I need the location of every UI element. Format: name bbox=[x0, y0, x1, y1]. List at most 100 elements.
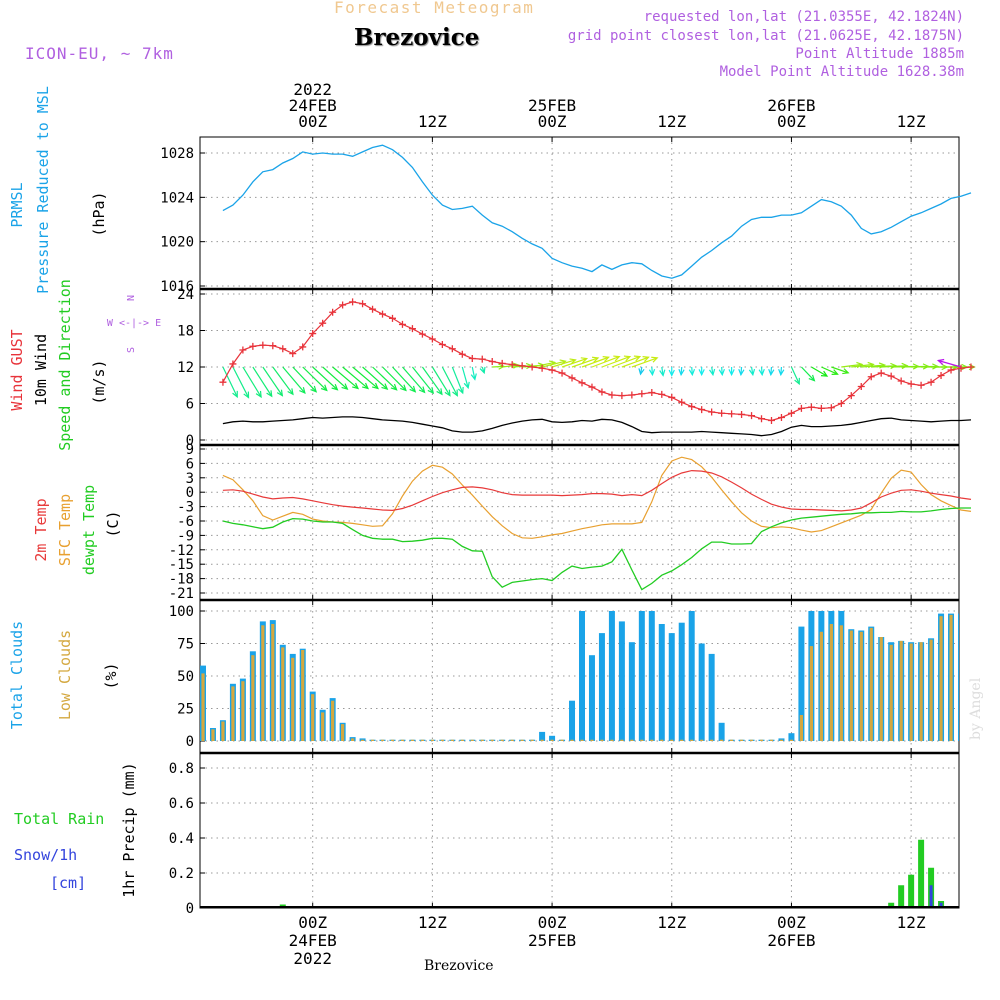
wind-arrow bbox=[332, 366, 359, 389]
low-cloud-bar bbox=[530, 739, 534, 741]
gust-marker bbox=[548, 366, 556, 374]
wind-ytick-label: 12 bbox=[177, 360, 194, 376]
wind-arrow-head bbox=[808, 374, 816, 382]
wind-arrow bbox=[411, 366, 434, 394]
gust-marker bbox=[837, 400, 845, 407]
wind-arrow-head bbox=[613, 355, 621, 362]
wind-arrow bbox=[841, 363, 863, 368]
gust-marker bbox=[528, 363, 536, 371]
clouds-ytick-label: 50 bbox=[177, 669, 194, 685]
gust-marker bbox=[558, 369, 566, 377]
wind-arrow-head bbox=[698, 369, 705, 377]
clouds-ytick-label: 0 bbox=[186, 734, 194, 750]
temperature-ytick-label: 9 bbox=[186, 442, 194, 458]
wind-arrow bbox=[362, 366, 388, 390]
gust-marker bbox=[568, 374, 576, 382]
top-time-label: 00Z bbox=[538, 112, 567, 131]
wind-arrow-head bbox=[255, 390, 262, 399]
wind-arrow-head bbox=[362, 382, 370, 390]
wind-arrow bbox=[601, 356, 631, 368]
top-time-label: 26FEB bbox=[767, 96, 815, 115]
wind-ytick-label: 18 bbox=[177, 324, 194, 340]
gust-marker bbox=[867, 373, 875, 381]
wind-arrow bbox=[272, 366, 294, 395]
wind-arrow bbox=[661, 366, 664, 376]
bottom-time-label: 2022 bbox=[293, 949, 332, 968]
low-cloud-bar bbox=[869, 627, 873, 741]
requested-coords: requested lon,lat (21.0355E, 42.1824N) bbox=[643, 9, 964, 25]
wind-arrow bbox=[392, 366, 416, 393]
wind-arrow-head bbox=[633, 355, 642, 362]
low-cloud-bar bbox=[450, 739, 454, 741]
wind-arrow-head bbox=[452, 389, 458, 397]
gust-marker bbox=[638, 390, 646, 398]
wind-arrow-head bbox=[381, 383, 389, 391]
low-cloud-bar bbox=[809, 646, 813, 741]
wind-arrow bbox=[431, 366, 451, 396]
total-cloud-bar bbox=[668, 633, 675, 741]
low-cloud-bar bbox=[769, 739, 774, 741]
bottom-time-label: 00Z bbox=[538, 913, 567, 932]
wind-arrow-head bbox=[831, 369, 839, 375]
pressure-ytick-label: 1024 bbox=[160, 190, 194, 206]
low-cloud-bar bbox=[700, 739, 704, 741]
snow-bar bbox=[929, 885, 933, 908]
low-cloud-bar bbox=[610, 739, 614, 741]
gust-label: Wind GUST bbox=[8, 329, 26, 410]
temperature-ytick-label: -18 bbox=[169, 572, 194, 588]
wind-arrow bbox=[631, 357, 658, 368]
wind-arrow-head bbox=[738, 368, 745, 377]
wind-arrow bbox=[551, 359, 576, 368]
low-cloud-bar bbox=[510, 739, 514, 741]
wind-ytick-label: 0 bbox=[186, 433, 194, 449]
low-cloud-bar bbox=[670, 739, 674, 741]
wind-arrow-head bbox=[371, 382, 380, 390]
gust-marker bbox=[967, 363, 975, 371]
wind-arrow bbox=[252, 366, 273, 397]
low-cloud-bar bbox=[211, 729, 215, 741]
gust-marker bbox=[927, 378, 935, 386]
low-cloud-bar bbox=[720, 739, 724, 741]
wind-arrow bbox=[851, 363, 874, 368]
pressure-panel: 1016 1020 1024 1028 bbox=[160, 136, 960, 295]
snow-bar bbox=[939, 902, 943, 908]
pressure-unit: (hPa) bbox=[90, 191, 108, 236]
wind-arrow bbox=[541, 360, 566, 368]
wind-arrow bbox=[790, 366, 800, 385]
precip-panel: 0 0.2 0.4 0.6 0.8 bbox=[169, 752, 960, 917]
total-cloud-bar bbox=[628, 642, 635, 741]
low-cloud-bar bbox=[470, 739, 474, 741]
wind-arrow bbox=[561, 357, 587, 368]
wind-arrow-head bbox=[794, 377, 800, 386]
wind-arrow-head bbox=[718, 368, 725, 377]
wind-arrow-head bbox=[708, 368, 716, 377]
gust-marker bbox=[538, 364, 546, 372]
gust-marker bbox=[618, 392, 626, 400]
temperature-ytick-label: -21 bbox=[169, 586, 194, 602]
wind-ytick-label: 24 bbox=[177, 287, 194, 303]
t2m-label: 2m Temp bbox=[32, 498, 50, 561]
pressure-frame bbox=[199, 136, 960, 290]
low-cloud-bar bbox=[929, 639, 933, 741]
gust-marker bbox=[698, 406, 706, 414]
precip-ytick-label: 0.4 bbox=[169, 831, 194, 847]
low-cloud-bar bbox=[570, 739, 574, 741]
top-time-label: 00Z bbox=[777, 112, 806, 131]
top-time-label: 25FEB bbox=[528, 96, 576, 115]
gust-marker bbox=[708, 408, 716, 416]
dewpt-label: dewpt Temp bbox=[80, 485, 98, 575]
total-cloud-bar bbox=[578, 611, 585, 741]
rain-bar bbox=[888, 902, 895, 908]
top-time-label: 24FEB bbox=[289, 96, 337, 115]
clouds-ytick-label: 100 bbox=[169, 604, 194, 620]
wind-arrow-head bbox=[651, 356, 659, 363]
compass-north: N bbox=[126, 295, 137, 301]
low-cloud-bar bbox=[440, 739, 444, 741]
low-cloud-bar bbox=[839, 625, 843, 741]
total-cloud-bar bbox=[598, 633, 605, 741]
gust-marker bbox=[817, 404, 825, 412]
pressure-line bbox=[222, 144, 972, 279]
temp-unit: (C) bbox=[104, 510, 122, 537]
gust-marker bbox=[738, 410, 746, 418]
